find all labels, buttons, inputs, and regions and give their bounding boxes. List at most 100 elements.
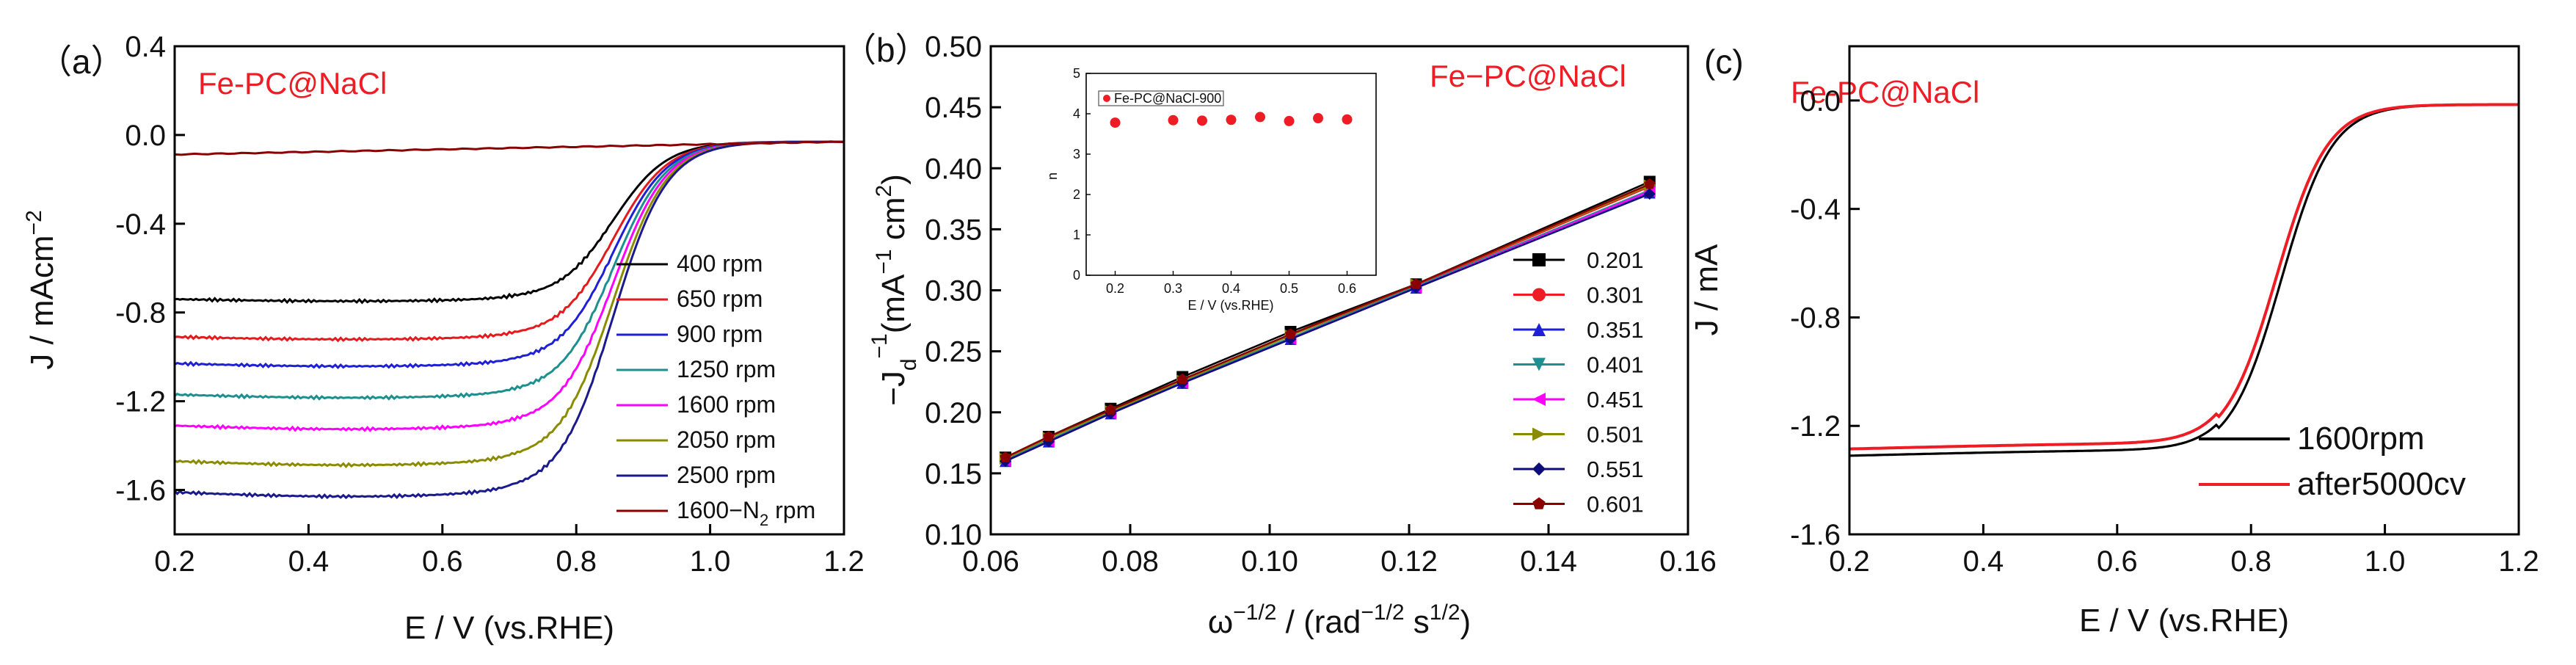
panel-b-y-title-cm: cm bbox=[876, 197, 912, 249]
panel-b-point-0-601 bbox=[1644, 178, 1656, 189]
panel-a-y-tick-label: -1.6 bbox=[115, 475, 166, 507]
inset-point bbox=[1313, 113, 1323, 124]
panel-b-legend-item: 0.201 bbox=[1587, 247, 1644, 273]
panel-c-x-ticks: 0.2 0.4 0.6 0.8 1.0 1.2 bbox=[1829, 524, 2539, 578]
inset-point bbox=[1255, 112, 1265, 123]
panel-c-x-tick-label: 0.8 bbox=[2230, 545, 2271, 578]
panel-a-y-tick-label: 0.4 bbox=[125, 31, 166, 63]
panel-a-legend-item: 1600−N2 rpm bbox=[677, 497, 815, 529]
panel-c-y-tick-label: 0.0 bbox=[1800, 85, 1841, 117]
panel-a-legend-item: 1600 rpm bbox=[677, 391, 776, 418]
panel-c-annotation: Fe-PC@NaCl bbox=[1791, 75, 1979, 109]
panel-b-y-tick-label: 0.10 bbox=[925, 519, 982, 551]
panel-b-x-tick-label: 0.06 bbox=[962, 545, 1019, 578]
panel-a-legend-item: 400 rpm bbox=[677, 250, 763, 277]
panel-c-frame bbox=[1848, 45, 2520, 536]
inset-point bbox=[1226, 115, 1237, 126]
panel-b-legend-marker bbox=[1532, 427, 1546, 441]
panel-b-y-title-sub: d bbox=[897, 358, 921, 371]
panel-b-legend-marker bbox=[1532, 357, 1546, 371]
panel-a-y-axis-title: J / mAcm−2 bbox=[22, 210, 60, 370]
panel-b-y-tick-label: 0.35 bbox=[925, 214, 982, 246]
panel-b-legend-item: 0.501 bbox=[1587, 422, 1644, 448]
inset-x-tick-label: 0.4 bbox=[1222, 281, 1240, 296]
panel-b-y-tick-label: 0.50 bbox=[925, 31, 982, 63]
panel-b-legend-marker bbox=[1532, 497, 1546, 509]
inset-y-tick-label: 3 bbox=[1073, 147, 1080, 161]
inset-legend-box bbox=[1098, 90, 1224, 106]
panel-b-y-axis-title: −Jd −1(mA−1 cm2) bbox=[867, 174, 921, 406]
panel-b-x-title-mid: / (rad bbox=[1276, 604, 1361, 640]
panel-a-series-400-rpm bbox=[174, 140, 844, 305]
panel-a-plot-area bbox=[173, 140, 845, 500]
panel-b-legend-marker bbox=[1532, 462, 1546, 476]
panel-b-legend-item: 0.551 bbox=[1587, 457, 1644, 482]
panel-a-x-ticks: 0.2 0.4 0.6 0.8 1.0 1.2 bbox=[154, 524, 865, 578]
inset-y-tick-label: 5 bbox=[1073, 66, 1080, 81]
panel-b-legend-marker bbox=[1532, 323, 1546, 336]
panel-c-y-tick-label: -1.2 bbox=[1790, 410, 1841, 443]
panel-a-series-1600-n2-rpm bbox=[174, 140, 845, 156]
panel-c-x-tick-label: 0.6 bbox=[2097, 545, 2138, 578]
panel-a-y-tick-label: -0.4 bbox=[115, 208, 166, 241]
panel-c-legend-item: after5000cv bbox=[2297, 466, 2466, 502]
panel-b-x-axis-title: ω−1/2 / (rad−1/2 s1/2) bbox=[1208, 600, 1471, 640]
panel-a-x-tick-label: 0.2 bbox=[154, 545, 195, 578]
panel-b-legend-item: 0.601 bbox=[1587, 492, 1644, 517]
panel-b-x-tick-label: 0.08 bbox=[1102, 545, 1159, 578]
inset-legend-marker bbox=[1103, 95, 1110, 102]
panel-a-y-tick-label: -0.8 bbox=[115, 297, 166, 330]
panel-b-x-ticks: 0.06 0.08 0.10 0.12 0.14 0.16 bbox=[962, 524, 1717, 578]
panel-c-x-tick-label: 0.4 bbox=[1963, 545, 2004, 578]
panel-a-x-tick-label: 1.2 bbox=[823, 545, 865, 578]
panel-b-series-line-0-551 bbox=[1005, 193, 1651, 462]
panel-a-legend-item: 900 rpm bbox=[677, 321, 763, 347]
panel-c: (c) Fe-PC@NaCl 0.2 0.4 0.6 0.8 1.0 1.2 -1.6-1… bbox=[1689, 43, 2539, 639]
panel-a-y-tick-label: -1.2 bbox=[115, 386, 166, 418]
panel-b-inset: 0.2 0.3 0.4 0.5 0.6 0 1 2 3 4 5 Fe-PC@NaCl-900 E … bbox=[1045, 66, 1377, 313]
panel-c-y-tick-label: -0.4 bbox=[1790, 194, 1841, 226]
panel-a-x-tick-label: 0.6 bbox=[422, 545, 463, 578]
panel-a-frame bbox=[173, 45, 845, 536]
panel-a-y-axis-title-base: J / mAcm bbox=[24, 235, 60, 369]
panel-b: （b） Fe−PC@NaCl 0.06 0.08 0.10 0.12 0.14 0.16 … bbox=[843, 31, 1717, 640]
panel-b-legend-item: 0.351 bbox=[1587, 317, 1644, 343]
panel-b-y-title-sup3: 2 bbox=[872, 185, 896, 197]
inset-point bbox=[1168, 115, 1179, 126]
panel-a-legend-item: 650 rpm bbox=[677, 286, 763, 312]
panel-b-y-title-sup: −1 bbox=[867, 333, 892, 358]
panel-a-y-tick-label: 0.0 bbox=[125, 120, 166, 152]
panel-b-legend-item: 0.301 bbox=[1587, 283, 1644, 308]
panel-b-x-title-sup3: 1/2 bbox=[1430, 600, 1460, 625]
panel-a-legend-item: 2500 rpm bbox=[677, 462, 776, 488]
panel-c-series-1600rpm bbox=[1849, 103, 2519, 457]
panel-a-y-axis-title-sup: −2 bbox=[22, 210, 46, 235]
panel-c-y-tick-label: -0.8 bbox=[1790, 302, 1841, 334]
panel-b-x-title-base: ω bbox=[1208, 604, 1233, 640]
panel-b-legend-item: 0.401 bbox=[1587, 352, 1644, 378]
panel-b-x-title-sup1: −1/2 bbox=[1233, 600, 1276, 625]
panel-a-x-axis-title: E / V (vs.RHE) bbox=[404, 610, 614, 646]
panel-b-x-title-end: ) bbox=[1460, 604, 1471, 640]
panel-b-x-title-s: s bbox=[1405, 604, 1430, 640]
panel-a-x-tick-label: 0.4 bbox=[288, 545, 330, 578]
panel-b-legend: 0.201 0.301 0.351 0.401 0.451 0.501 0.551 0.601 bbox=[1513, 247, 1644, 517]
inset-y-axis-title: n bbox=[1045, 172, 1060, 180]
panel-a-annotation: Fe-PC@NaCl bbox=[198, 66, 387, 101]
panel-b-y-tick-label: 0.20 bbox=[925, 397, 982, 429]
panel-b-y-tick-label: 0.40 bbox=[925, 153, 982, 185]
panel-b-x-tick-label: 0.16 bbox=[1659, 545, 1717, 578]
panel-a-legend: 400 rpm 650 rpm 900 rpm 1250 rpm 1600 rpm 205… bbox=[616, 250, 815, 529]
panel-b-point-0-601 bbox=[1105, 404, 1116, 415]
inset-y-tick-label: 4 bbox=[1073, 106, 1080, 121]
panel-b-annotation: Fe−PC@NaCl bbox=[1430, 59, 1626, 93]
inset-x-tick-label: 0.2 bbox=[1106, 281, 1124, 296]
inset-point bbox=[1110, 117, 1121, 128]
panel-b-point-0-601 bbox=[1000, 451, 1011, 462]
panel-c-plot-area bbox=[1849, 103, 2519, 457]
panel-b-y-title-sup2: −1 bbox=[872, 249, 896, 274]
panel-a-x-tick-label: 0.8 bbox=[556, 545, 597, 578]
panel-a-label: （a） bbox=[38, 43, 125, 81]
panel-c-x-tick-label: 1.0 bbox=[2365, 545, 2406, 578]
panel-a-legend-item: 1250 rpm bbox=[677, 356, 776, 382]
